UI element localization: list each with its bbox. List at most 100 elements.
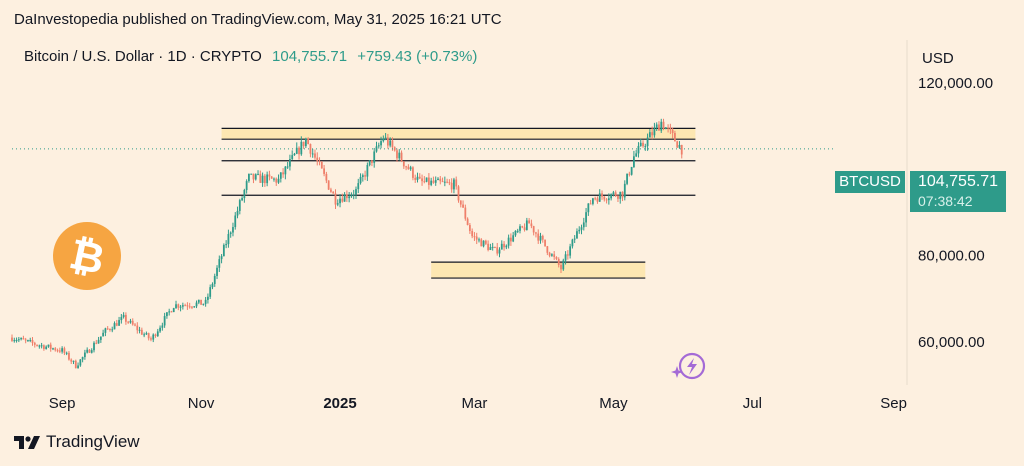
candle-179 — [418, 173, 421, 180]
candle-250 — [580, 224, 583, 235]
candle-168 — [393, 146, 396, 152]
candle-32 — [83, 349, 86, 360]
candle-123 — [291, 150, 294, 161]
candle-68 — [166, 312, 168, 319]
candle-138 — [325, 171, 328, 184]
flash-sparkle-icon[interactable] — [670, 350, 710, 384]
candle-50 — [125, 312, 127, 325]
candle-203 — [473, 232, 476, 241]
candle-34 — [88, 348, 91, 354]
candle-19 — [54, 347, 57, 352]
tradingview-logo-icon — [14, 436, 40, 449]
candle-55 — [136, 322, 139, 334]
y-axis-ticks: 120,000.00 80,000.00 60,000.00 — [918, 75, 993, 351]
candle-29 — [77, 362, 79, 369]
candle-195 — [455, 176, 458, 190]
candle-171 — [400, 150, 403, 163]
candle-148 — [348, 191, 351, 203]
candle-77 — [186, 302, 189, 310]
candle-9 — [31, 337, 34, 346]
candle-91 — [218, 255, 221, 273]
candle-10 — [33, 341, 36, 348]
candle-218 — [507, 234, 510, 249]
candle-76 — [184, 303, 187, 307]
candle-200 — [466, 217, 469, 226]
candle-61 — [150, 336, 152, 342]
price-tag-value: 104,755.71 — [918, 173, 999, 190]
candle-245 — [569, 243, 572, 259]
candle-251 — [582, 217, 585, 231]
candle-12 — [38, 344, 41, 349]
candle-170 — [398, 149, 401, 161]
candle-134 — [316, 152, 319, 166]
candle-8 — [29, 337, 32, 343]
candle-99 — [236, 206, 239, 219]
candle-145 — [341, 193, 344, 203]
candle-111 — [263, 173, 266, 187]
candle-269 — [623, 180, 626, 201]
candle-16 — [47, 344, 50, 348]
symbol-description: Bitcoin / U.S. Dollar · 1D · CRYPTO — [24, 48, 262, 65]
candle-260 — [603, 196, 606, 202]
x-tick-label-3: Mar — [462, 395, 488, 412]
candle-78 — [188, 302, 191, 309]
currency-label[interactable]: USD — [922, 50, 954, 67]
candle-128 — [302, 141, 305, 149]
candle-293 — [678, 141, 681, 149]
candle-146 — [343, 192, 346, 202]
candle-140 — [330, 187, 332, 193]
candle-109 — [259, 170, 262, 183]
candle-181 — [423, 176, 426, 184]
y-tick-label-0: 120,000.00 — [918, 75, 993, 92]
candle-43 — [109, 328, 111, 332]
candle-37 — [95, 339, 98, 345]
candle-289 — [669, 123, 672, 135]
candle-25 — [68, 351, 70, 361]
candle-257 — [596, 196, 599, 204]
candle-42 — [106, 326, 109, 330]
candle-210 — [489, 243, 492, 251]
candle-204 — [475, 232, 478, 245]
candle-132 — [311, 148, 314, 158]
candle-90 — [216, 265, 218, 280]
candle-60 — [147, 332, 150, 341]
x-tick-label-4: May — [599, 395, 628, 412]
candle-246 — [571, 238, 574, 249]
candle-182 — [425, 177, 428, 183]
candle-74 — [179, 304, 182, 312]
candle-49 — [122, 312, 125, 319]
candle-45 — [113, 321, 116, 330]
zones-layer — [221, 128, 696, 279]
bitcoin-logo-icon: ₿ — [53, 222, 121, 290]
publisher-line: DaInvestopedia published on TradingView.… — [14, 11, 502, 28]
candle-110 — [261, 172, 264, 187]
candle-261 — [605, 198, 608, 204]
candle-208 — [484, 239, 487, 246]
candle-283 — [655, 122, 658, 131]
candle-254 — [589, 199, 592, 205]
candle-225 — [523, 223, 526, 232]
price-value-tag: 104,755.71 07:38:42 — [910, 171, 1006, 212]
candle-155 — [364, 170, 366, 181]
candle-238 — [553, 251, 556, 260]
zone-1 — [431, 262, 646, 279]
candle-185 — [432, 176, 435, 184]
candle-224 — [521, 225, 524, 229]
footer-brand[interactable]: TradingView — [14, 432, 140, 452]
y-tick-label-2: 60,000.00 — [918, 334, 985, 351]
candle-52 — [129, 318, 132, 324]
candle-165 — [386, 133, 389, 149]
candle-83 — [200, 299, 202, 305]
candle-219 — [509, 233, 512, 246]
candle-93 — [222, 243, 225, 257]
zone-0 — [221, 128, 696, 140]
candle-22 — [61, 346, 64, 354]
x-tick-label-2: 2025 — [323, 395, 356, 412]
candle-242 — [562, 258, 565, 271]
candle-278 — [644, 143, 647, 151]
candle-241 — [560, 262, 562, 274]
candle-159 — [373, 147, 376, 168]
candle-149 — [350, 192, 353, 198]
candle-120 — [284, 166, 287, 180]
